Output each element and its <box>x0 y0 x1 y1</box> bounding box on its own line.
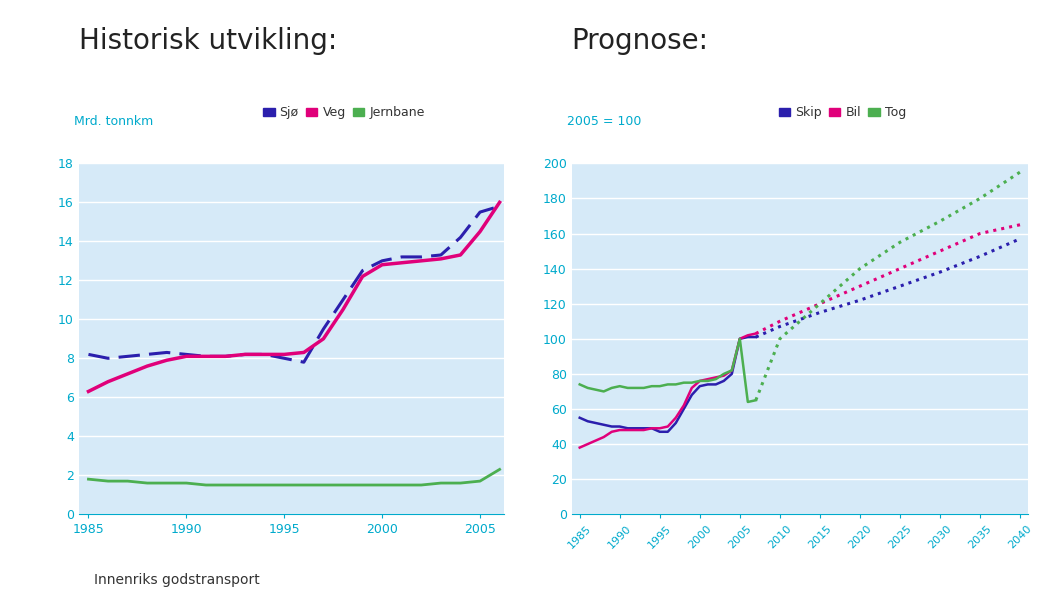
Text: Prognose:: Prognose: <box>572 27 709 55</box>
Legend: Skip, Bil, Tog: Skip, Bil, Tog <box>778 106 906 119</box>
Legend: Sjø, Veg, Jernbane: Sjø, Veg, Jernbane <box>263 106 425 119</box>
Text: Mrd. tonnkm: Mrd. tonnkm <box>74 116 153 128</box>
Text: Innenriks godstransport: Innenriks godstransport <box>94 573 260 587</box>
Text: Historisk utvikling:: Historisk utvikling: <box>79 27 337 55</box>
Text: 2005 = 100: 2005 = 100 <box>568 116 642 128</box>
